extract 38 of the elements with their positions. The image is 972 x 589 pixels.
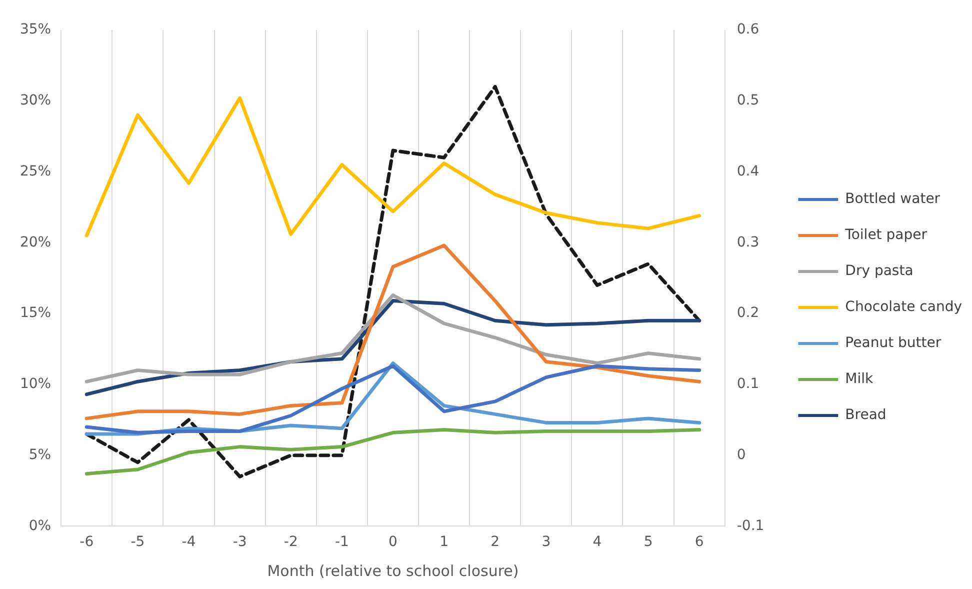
- legend-label: Toilet paper: [844, 227, 928, 244]
- y2-tick-label: 0: [736, 446, 746, 463]
- y2-tick-label: -0.1: [736, 518, 764, 534]
- x-tick-label: 6: [694, 534, 704, 550]
- y-tick-label: 15%: [20, 305, 52, 322]
- x-tick-label: 3: [542, 534, 551, 550]
- x-tick-label: -2: [284, 534, 298, 550]
- x-tick-label: 0: [388, 534, 398, 550]
- y2-tick-label: 0.5: [736, 92, 760, 109]
- legend-label: Chocolate candy: [845, 299, 962, 316]
- y-tick-label: 25%: [20, 163, 52, 180]
- y-tick-label: 0%: [28, 518, 52, 534]
- y-tick-label: 20%: [20, 234, 52, 250]
- y2-tick-label: 0.2: [736, 305, 760, 322]
- y2-tick-label: 0.6: [736, 22, 760, 38]
- x-tick-label: -1: [334, 534, 349, 550]
- legend-label: Bread: [845, 407, 886, 424]
- y2-tick-label: 0.3: [736, 234, 760, 250]
- y-tick-label: 30%: [20, 92, 52, 109]
- y-tick-label: 5%: [28, 446, 52, 463]
- line-series: [84, 84, 702, 478]
- x-tick-label: -5: [130, 534, 145, 550]
- y2-tick-label: 0.4: [736, 163, 760, 180]
- x-tick-label: 5: [644, 534, 653, 550]
- x-tick-label: -6: [80, 534, 94, 550]
- x-tick-label: 4: [592, 534, 602, 550]
- x-tick-label: 2: [490, 534, 500, 550]
- x-tick-label: -3: [232, 534, 247, 550]
- x-axis-title: Month (relative to school closure): [267, 562, 519, 580]
- x-tick-label: -4: [182, 534, 196, 550]
- legend-label: Dry pasta: [845, 263, 914, 280]
- y-tick-label: 10%: [20, 376, 52, 392]
- legend-label: Bottled water: [845, 191, 940, 208]
- legend-label: Peanut butter: [845, 335, 942, 352]
- x-tick-label: 1: [440, 534, 449, 550]
- legend-label: Milk: [845, 371, 874, 388]
- y-tick-label: 35%: [20, 22, 52, 38]
- y2-tick-label: 0.1: [736, 376, 760, 392]
